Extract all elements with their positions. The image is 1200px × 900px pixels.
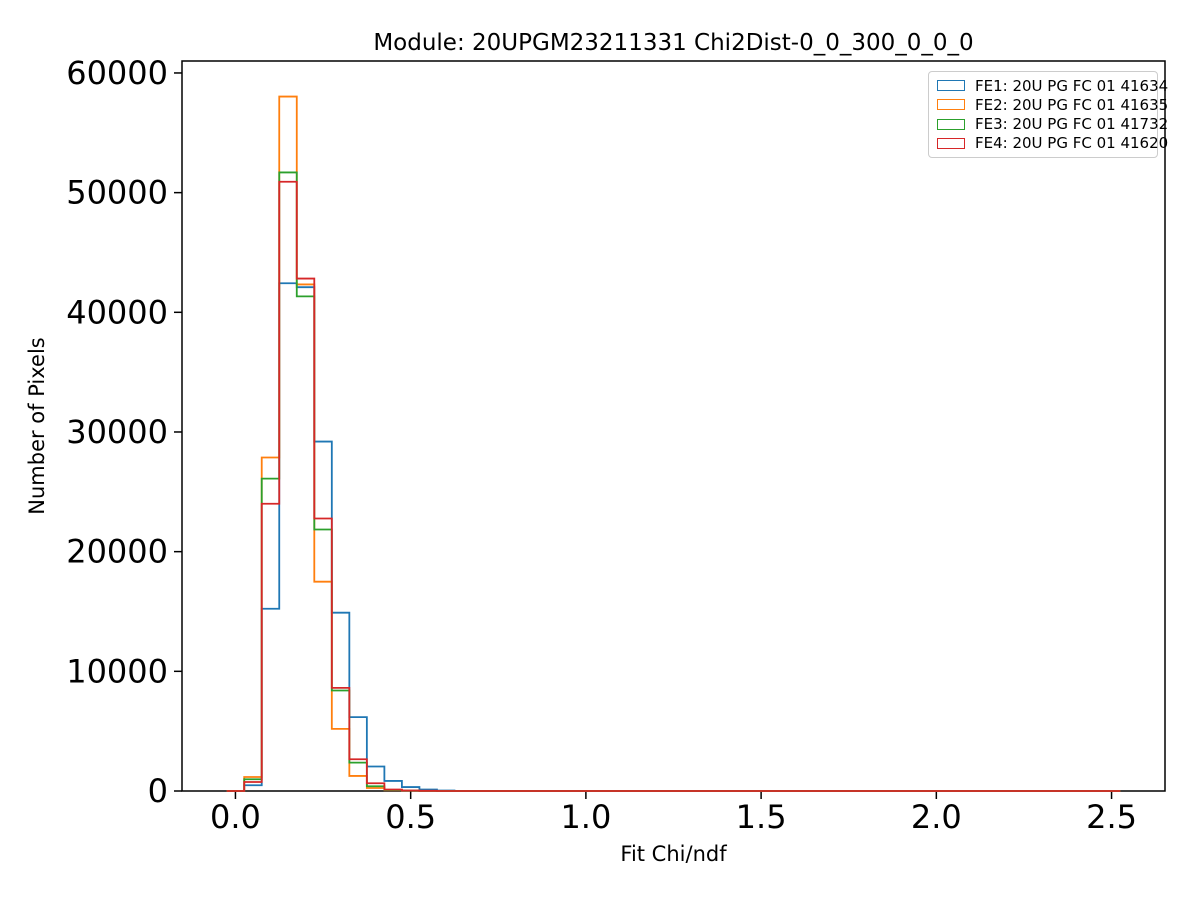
legend-swatch-icon [937,80,965,92]
y-tick-label: 10000 [66,652,168,690]
y-tick-label: 40000 [66,293,168,331]
x-tick-label: 2.0 [911,798,962,836]
x-tick-label: 0.5 [385,798,436,836]
legend-swatch-icon [937,99,965,111]
x-tick-label: 1.0 [560,798,611,836]
y-tick-label: 60000 [66,54,168,92]
legend-label: FE3: 20U PG FC 01 41732 [975,115,1169,134]
chart-title: Module: 20UPGM23211331 Chi2Dist-0_0_300_… [373,30,974,56]
legend-item-FE1: FE1: 20U PG FC 01 41634 [937,77,1168,95]
y-tick-label: 50000 [66,174,168,212]
x-axis-label: Fit Chi/ndf [620,842,727,866]
y-tick-label: 20000 [66,533,168,571]
legend-label: FE4: 20U PG FC 01 41620 [975,134,1169,153]
y-tick-label: 30000 [66,413,168,451]
hist-step-FE4 [226,180,1121,792]
x-tick-label: 0.0 [210,798,261,836]
y-tick-label: 0 [148,772,168,810]
hist-step-FE3 [226,171,1121,792]
legend-label: FE2: 20U PG FC 01 41635 [975,95,1169,114]
x-tick-label: 1.5 [736,798,787,836]
legend: FE1: 20U PG FC 01 41634 FE2: 20U PG FC 01… [928,71,1168,158]
legend-swatch-icon [937,137,965,149]
x-tick-label: 2.5 [1086,798,1137,836]
legend-label: FE1: 20U PG FC 01 41634 [975,76,1169,95]
hist-step-FE1 [226,282,1121,792]
legend-item-FE4: FE4: 20U PG FC 01 41620 [937,134,1168,152]
plot-border [181,60,1166,792]
hist-step-FE2 [226,95,1121,792]
legend-item-FE3: FE3: 20U PG FC 01 41732 [937,115,1168,133]
legend-swatch-icon [937,118,965,130]
y-axis-label: Number of Pixels [25,337,49,515]
legend-item-FE2: FE2: 20U PG FC 01 41635 [937,96,1168,114]
